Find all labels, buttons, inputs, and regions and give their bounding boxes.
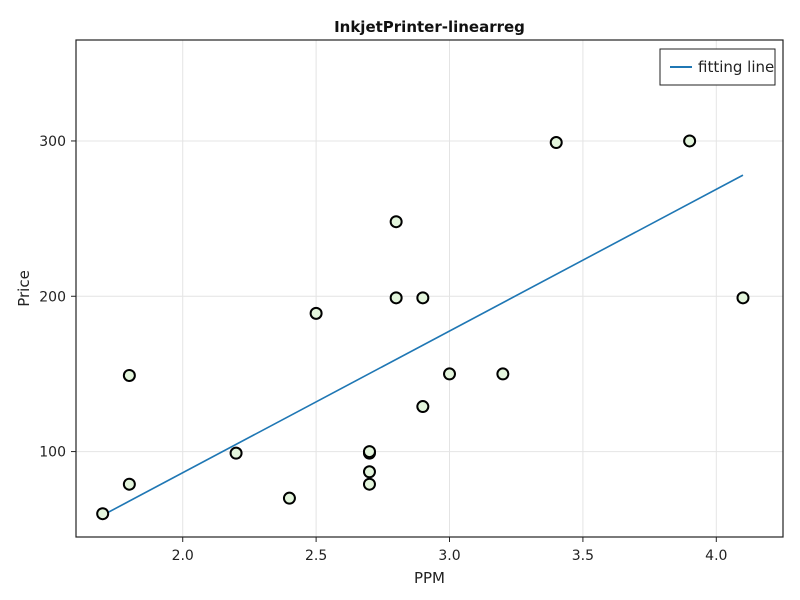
scatter-point <box>496 367 510 381</box>
scatter-point <box>362 445 376 459</box>
chart-title: InkjetPrinter-linearreg <box>334 18 525 36</box>
y-tick-label: 100 <box>39 445 66 461</box>
scatter-point <box>443 367 457 381</box>
scatter-point <box>416 291 430 305</box>
scatter-point <box>229 446 243 460</box>
plot-frame <box>75 39 784 538</box>
grid <box>76 40 783 537</box>
scatter-point <box>96 507 110 521</box>
scatter-point <box>122 368 136 382</box>
y-axis-title: Price <box>15 270 33 307</box>
x-tick-label: 4.0 <box>705 548 727 564</box>
y-tick-label: 300 <box>39 134 66 150</box>
scatter-point <box>736 291 750 305</box>
series <box>96 134 750 521</box>
scatter-point <box>389 215 403 229</box>
x-axis-title: PPM <box>414 569 445 587</box>
scatter-point <box>416 400 430 414</box>
scatter-point <box>683 134 697 148</box>
scatter-point <box>389 291 403 305</box>
x-tick-label: 2.5 <box>305 548 327 564</box>
legend: fitting line <box>659 48 776 86</box>
scatter-point <box>122 477 136 491</box>
y-tick-label: 200 <box>39 289 66 305</box>
scatter-point <box>549 136 563 150</box>
axes: 2.0 2.5 3.0 3.5 4.0 100 200 300 <box>39 134 727 564</box>
fitting-line <box>102 174 744 516</box>
scatter-point <box>362 477 376 491</box>
x-tick-label: 2.0 <box>172 548 194 564</box>
scatter-point <box>362 465 376 479</box>
scatter-point <box>309 306 323 320</box>
x-tick-label: 3.0 <box>438 548 460 564</box>
legend-label: fitting line <box>698 58 774 76</box>
x-tick-label: 3.5 <box>572 548 594 564</box>
scatter-point <box>282 491 296 505</box>
